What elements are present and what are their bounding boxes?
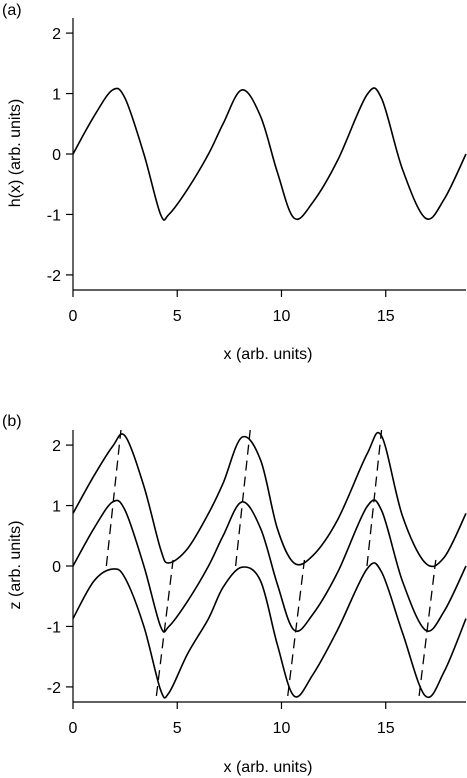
panel-b-y-tick-label: -1 (47, 619, 61, 636)
panel-b-y-tick-label: 2 (52, 438, 61, 455)
panel-a-x-axis-label: x (arb. units) (224, 346, 313, 363)
panel-b-series-1-line (72, 431, 467, 568)
panel-a-y-tick-label: -1 (47, 207, 61, 224)
panel-b-x-tick-label: 15 (377, 720, 395, 737)
panel-b-label: (b) (2, 413, 22, 430)
panel-a-y-axis-label: h(x) (arb. units) (7, 99, 24, 207)
panel-a-x-tick-label: 10 (273, 308, 291, 325)
panel-b-y-tick-label: 0 (52, 559, 61, 576)
panel-b-series-2-line (72, 499, 467, 633)
panel-b-trough-dashed-line (287, 559, 306, 697)
panel-a-x-tick-label: 0 (69, 308, 78, 325)
panel-a-y-tick-label: 0 (52, 147, 61, 164)
panel-a-label: (a) (2, 2, 22, 19)
panel-b-crest-dashed-line (105, 429, 122, 567)
panel-b-trough-dashed-line (418, 559, 437, 697)
panel-b-x-tick-label: 10 (273, 720, 291, 737)
panel-b-series-3-line (72, 562, 467, 699)
panel-a-y-tick-label: 1 (52, 87, 61, 104)
panel-b-y-axis-label: z (arb. units) (7, 521, 24, 610)
panel-a-x-tick-label: 5 (173, 308, 182, 325)
panel-b-x-tick-label: 5 (173, 720, 182, 737)
panel-a: (a) x (arb. units) h(x) (arb. units) -2 -… (2, 2, 467, 363)
panel-b-y-tick-label: -2 (47, 680, 61, 697)
panel-a-series-1-line (72, 87, 467, 221)
panel-b-x-tick-label: 0 (69, 720, 78, 737)
panel-a-y-tick-label: 2 (52, 26, 61, 43)
panel-a-x-tick-label: 15 (377, 308, 395, 325)
panel-b-crest-dashed-line (234, 429, 251, 567)
panel-b-crest-dashed-line (366, 429, 383, 567)
panel-b: (b) x (arb. units) z (arb. units) -2 -1 0 1… (2, 413, 467, 776)
panel-b-trough-dashed-line (155, 559, 174, 697)
panel-a-y-tick-label: -2 (47, 268, 61, 285)
panel-b-x-axis-label: x (arb. units) (224, 759, 313, 776)
panel-b-y-tick-label: 1 (52, 499, 61, 516)
